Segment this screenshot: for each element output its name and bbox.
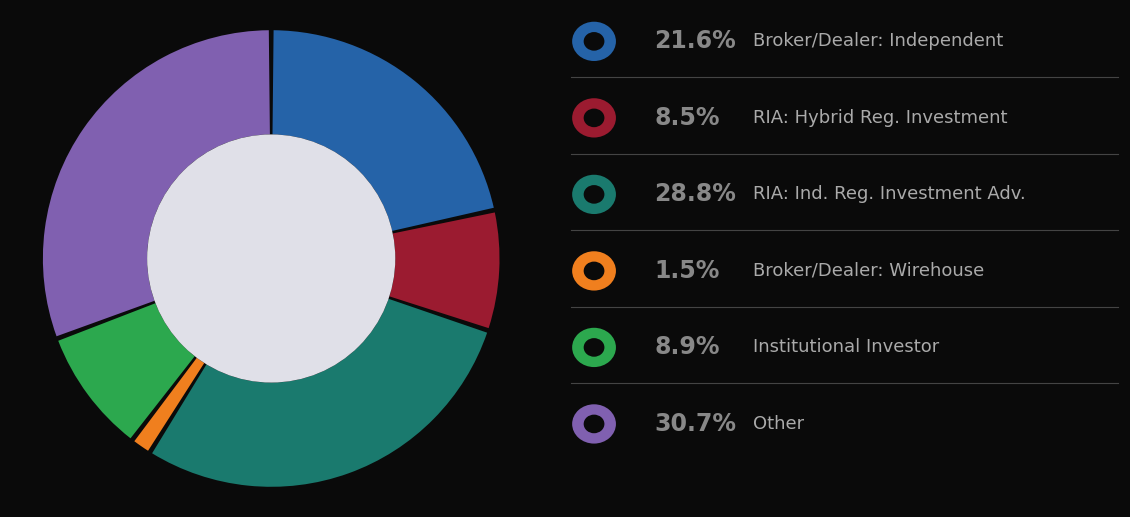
Wedge shape — [153, 299, 487, 487]
Wedge shape — [134, 358, 205, 451]
Circle shape — [572, 22, 616, 61]
Text: 28.8%: 28.8% — [654, 183, 737, 206]
Circle shape — [572, 328, 616, 367]
Circle shape — [572, 175, 616, 214]
Circle shape — [584, 109, 605, 127]
Circle shape — [584, 338, 605, 357]
Text: Institutional Investor: Institutional Investor — [753, 339, 939, 356]
Wedge shape — [43, 30, 270, 336]
Circle shape — [584, 262, 605, 280]
Circle shape — [584, 32, 605, 51]
Circle shape — [147, 134, 396, 383]
Text: Broker/Dealer: Wirehouse: Broker/Dealer: Wirehouse — [753, 262, 984, 280]
Circle shape — [584, 415, 605, 433]
Wedge shape — [390, 212, 499, 328]
Wedge shape — [272, 30, 494, 231]
Text: 30.7%: 30.7% — [654, 412, 737, 436]
Circle shape — [572, 404, 616, 444]
Text: Broker/Dealer: Independent: Broker/Dealer: Independent — [753, 33, 1002, 50]
Wedge shape — [59, 303, 194, 438]
Text: 8.5%: 8.5% — [654, 106, 720, 130]
Text: RIA: Hybrid Reg. Investment: RIA: Hybrid Reg. Investment — [753, 109, 1007, 127]
Circle shape — [584, 185, 605, 204]
Circle shape — [572, 251, 616, 291]
Text: 8.9%: 8.9% — [654, 336, 720, 359]
Text: Other: Other — [753, 415, 803, 433]
Text: RIA: Ind. Reg. Investment Adv.: RIA: Ind. Reg. Investment Adv. — [753, 186, 1025, 203]
Circle shape — [572, 98, 616, 138]
Text: 21.6%: 21.6% — [654, 29, 737, 53]
Text: 1.5%: 1.5% — [654, 259, 720, 283]
